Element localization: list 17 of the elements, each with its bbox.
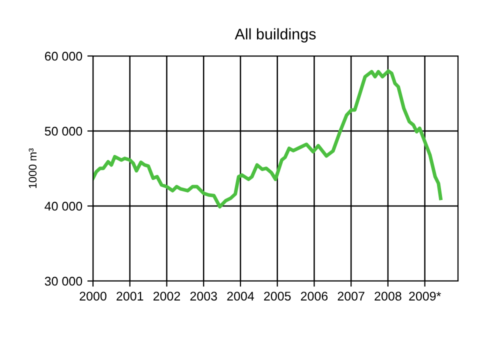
- x-tick-label: 2001: [116, 292, 144, 301]
- x-tick-label: 2003: [190, 292, 217, 301]
- x-tick-label: 2004: [227, 292, 254, 301]
- x-tick-label: 2005: [264, 292, 291, 301]
- x-tick-label: 2007: [338, 292, 364, 301]
- y-tick-label: 60 000: [44, 52, 82, 61]
- y-tick-label: 30 000: [44, 276, 82, 286]
- chart-title: All buildings: [234, 28, 316, 43]
- x-tick-label: 2008: [374, 292, 402, 301]
- y-tick-label: 50 000: [44, 126, 82, 136]
- x-tick-label: 2000: [80, 292, 106, 301]
- line-series: [93, 69, 442, 208]
- y-axis-title: 1000 m³: [28, 148, 37, 188]
- y-tick-label: 40 000: [44, 202, 82, 211]
- x-tick-label: 2006: [300, 292, 328, 301]
- x-tick-label: 2002: [153, 292, 180, 301]
- x-tick-label: 2009*: [409, 292, 441, 301]
